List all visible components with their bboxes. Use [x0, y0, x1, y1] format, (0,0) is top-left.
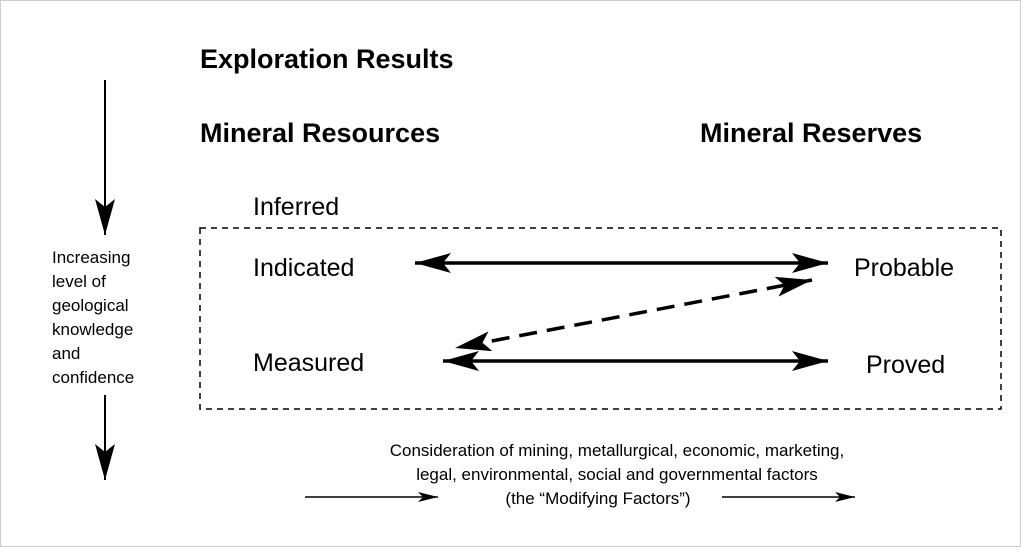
proved: Proved [866, 351, 945, 379]
measured: Measured [253, 349, 364, 377]
side-line: geological [52, 296, 129, 315]
side-line: confidence [52, 368, 134, 387]
dashed-box [199, 227, 1002, 410]
right-heading: Mineral Reserves [700, 118, 922, 148]
probable: Probable [854, 254, 954, 282]
side-line: knowledge [52, 320, 133, 339]
side-line: Increasing [52, 248, 130, 267]
footnote-line: (the “Modifying Factors”) [505, 489, 690, 508]
inferred: Inferred [253, 193, 339, 221]
footnote-line: Consideration of mining, metallurgical, … [390, 441, 844, 460]
side-line: and [52, 344, 80, 363]
side-line: level of [52, 272, 106, 291]
indicated: Indicated [253, 254, 354, 282]
footnote-line: legal, environmental, social and governm… [416, 465, 818, 484]
arrow-dashed [454, 276, 813, 352]
left-heading: Mineral Resources [200, 118, 440, 148]
title: Exploration Results [200, 44, 454, 74]
side-label: Increasing level of geological knowledge… [52, 248, 134, 387]
